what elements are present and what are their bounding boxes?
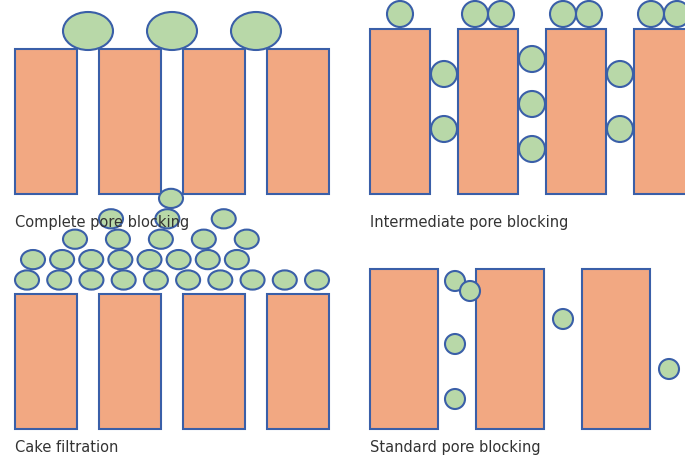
- Ellipse shape: [159, 189, 183, 208]
- Ellipse shape: [155, 210, 179, 229]
- Circle shape: [387, 2, 413, 28]
- Ellipse shape: [144, 271, 168, 290]
- Text: Complete pore blocking: Complete pore blocking: [15, 214, 189, 230]
- Circle shape: [519, 47, 545, 73]
- Ellipse shape: [106, 230, 130, 249]
- Bar: [15, 294, 77, 429]
- Circle shape: [576, 2, 602, 28]
- Text: Standard pore blocking: Standard pore blocking: [370, 439, 540, 454]
- Text: Intermediate pore blocking: Intermediate pore blocking: [370, 214, 569, 230]
- Bar: [267, 50, 329, 194]
- Ellipse shape: [63, 230, 87, 249]
- Ellipse shape: [305, 271, 329, 290]
- Circle shape: [460, 282, 480, 301]
- Ellipse shape: [208, 271, 232, 290]
- Ellipse shape: [112, 271, 136, 290]
- Circle shape: [638, 2, 664, 28]
- Circle shape: [607, 62, 633, 88]
- Circle shape: [519, 137, 545, 163]
- Ellipse shape: [50, 250, 74, 269]
- Bar: [458, 30, 518, 194]
- Ellipse shape: [79, 271, 103, 290]
- Ellipse shape: [231, 13, 281, 51]
- Ellipse shape: [149, 230, 173, 249]
- Ellipse shape: [108, 250, 132, 269]
- Text: Cake filtration: Cake filtration: [15, 439, 119, 454]
- Bar: [476, 269, 544, 429]
- Bar: [267, 294, 329, 429]
- Ellipse shape: [99, 210, 123, 229]
- Ellipse shape: [192, 230, 216, 249]
- Bar: [634, 30, 685, 194]
- Circle shape: [519, 92, 545, 118]
- Bar: [15, 50, 77, 194]
- Ellipse shape: [15, 271, 39, 290]
- Bar: [370, 30, 430, 194]
- Circle shape: [659, 359, 679, 379]
- Circle shape: [664, 2, 685, 28]
- Bar: [183, 50, 245, 194]
- Bar: [99, 294, 161, 429]
- Ellipse shape: [166, 250, 190, 269]
- Circle shape: [431, 117, 457, 143]
- Circle shape: [445, 389, 465, 409]
- Circle shape: [462, 2, 488, 28]
- Circle shape: [488, 2, 514, 28]
- Bar: [99, 50, 161, 194]
- Ellipse shape: [212, 210, 236, 229]
- Ellipse shape: [63, 13, 113, 51]
- Bar: [183, 294, 245, 429]
- Bar: [582, 269, 650, 429]
- Ellipse shape: [147, 13, 197, 51]
- Ellipse shape: [21, 250, 45, 269]
- Ellipse shape: [138, 250, 162, 269]
- Ellipse shape: [79, 250, 103, 269]
- Circle shape: [553, 309, 573, 329]
- Circle shape: [445, 271, 465, 291]
- Circle shape: [550, 2, 576, 28]
- Circle shape: [607, 117, 633, 143]
- Ellipse shape: [196, 250, 220, 269]
- Ellipse shape: [240, 271, 264, 290]
- Circle shape: [431, 62, 457, 88]
- Circle shape: [445, 334, 465, 354]
- Bar: [546, 30, 606, 194]
- Ellipse shape: [176, 271, 200, 290]
- Ellipse shape: [235, 230, 259, 249]
- Ellipse shape: [47, 271, 71, 290]
- Ellipse shape: [225, 250, 249, 269]
- Bar: [370, 269, 438, 429]
- Ellipse shape: [273, 271, 297, 290]
